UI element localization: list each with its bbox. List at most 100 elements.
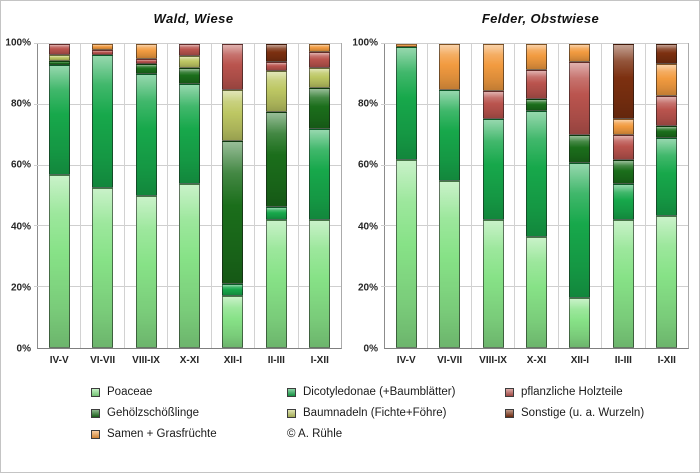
bar-segment-holzteile: [222, 44, 244, 90]
legend-column: pflanzliche Holzteile Sonstige (u. a. Wur…: [505, 385, 685, 441]
legend-item-baumnadeln: Baumnadeln (Fichte+Föhre): [287, 406, 505, 420]
y-axis-label: 0%: [16, 343, 31, 355]
category-slot: VIII-IX: [125, 44, 169, 366]
category-slot: IV-V: [38, 44, 82, 366]
category-slot: X-XI: [168, 44, 212, 366]
y-axis-label: 80%: [10, 98, 31, 110]
bar-segment-poaceae: [222, 296, 244, 348]
legend-swatch-samen: [91, 429, 100, 439]
gridline: [34, 43, 341, 44]
stacked-bar-viii-ix: [135, 44, 157, 348]
bar-segment-poaceae: [265, 220, 287, 348]
y-axis-label: 100%: [352, 37, 378, 49]
legend-column: Dicotyledonae (+Baumblätter) Baumnadeln (…: [287, 385, 505, 441]
bar-segment-holzteile: [265, 62, 287, 72]
credit-text: © A. Rühle: [287, 428, 343, 440]
bar-segment-gehoelzschoesslinge: [309, 88, 331, 130]
stacked-bar-viii-ix: [482, 44, 504, 348]
bar-segment-dicotyledonae: [612, 183, 634, 221]
legend-swatch-baumnadeln: [287, 408, 296, 418]
x-axis-label: IV-V: [49, 355, 69, 366]
legend-swatch-dicotyledonae: [287, 387, 296, 397]
bar-segment-baumnadeln: [265, 71, 287, 113]
plot-area: IV-V VI-VII VIII-IX X-XI XII-I II-III I-XII: [381, 43, 689, 366]
bar-segment-gehoelzschoesslinge: [135, 63, 157, 75]
stacked-bar-vi-vii: [92, 44, 114, 348]
legend-label: pflanzliche Holzteile: [521, 386, 623, 398]
x-axis-label: VIII-IX: [132, 355, 160, 366]
bar-segment-samen: [656, 63, 678, 96]
x-axis-label: I-XII: [310, 355, 329, 366]
bar-segment-baumnadeln: [48, 54, 70, 61]
charts-row: Wald, Wiese 0% 20% 40% 60% 80% 100% IV-V VI-VI…: [3, 7, 697, 366]
y-axis: 0% 20% 40% 60% 80% 100%: [3, 38, 37, 355]
bar-segment-samen: [309, 44, 331, 52]
legend-swatch-poaceae: [91, 387, 100, 397]
category-slot: IV-V: [385, 44, 429, 366]
bar-segment-dicotyledonae: [222, 284, 244, 297]
category-slot: II-III: [255, 44, 299, 366]
legend-swatch-holzteile: [505, 387, 514, 397]
stacked-bar-xii-i: [569, 44, 591, 348]
category-slot: VI-VII: [81, 44, 125, 366]
y-axis-label: 60%: [10, 159, 31, 171]
bar-segment-gehoelzschoesslinge: [48, 60, 70, 66]
legend-item-sonstige: Sonstige (u. a. Wurzeln): [505, 406, 685, 420]
plot-area: IV-V VI-VII VIII-IX X-XI XII-I II-III I-XII: [34, 43, 342, 366]
bar-segment-dicotyledonae: [265, 206, 287, 221]
stacked-bar-vi-vii: [439, 44, 461, 348]
bar-segment-dicotyledonae: [482, 118, 504, 221]
chart-title: Wald, Wiese: [153, 11, 234, 26]
y-axis-label: 80%: [357, 98, 378, 110]
legend-label: Gehölzschößlinge: [107, 407, 200, 419]
bar-segment-dicotyledonae: [135, 74, 157, 196]
x-axis-label: VI-VII: [90, 355, 116, 366]
bar-segment-holzteile: [569, 62, 591, 136]
bar-segment-samen: [482, 44, 504, 92]
plot-wrap: 0% 20% 40% 60% 80% 100% IV-V VI-VII VIII-IX X-XI…: [350, 38, 697, 366]
bar-segment-sonstige: [612, 44, 634, 119]
bar-segment-samen: [612, 118, 634, 136]
x-axis-label: VI-VII: [437, 355, 463, 366]
gridline: [381, 43, 688, 44]
x-axis-label: II-III: [614, 355, 632, 366]
bar-segment-baumnadeln: [178, 56, 200, 69]
bar-segment-dicotyledonae: [525, 110, 547, 238]
bar-segment-poaceae: [178, 183, 200, 348]
x-axis-label: X-XI: [179, 355, 200, 366]
legend-item-holzteile: pflanzliche Holzteile: [505, 385, 685, 399]
bar-segment-holzteile: [309, 51, 331, 69]
bar-segment-dicotyledonae: [178, 83, 200, 184]
bar-segment-samen: [92, 44, 114, 51]
chart-title: Felder, Obstwiese: [481, 11, 600, 26]
bar-segment-baumnadeln: [222, 89, 244, 142]
x-axis-label: X-XI: [526, 355, 547, 366]
bar-segment-samen: [395, 44, 417, 48]
bar-segment-poaceae: [525, 237, 547, 348]
y-axis: 0% 20% 40% 60% 80% 100%: [350, 38, 384, 355]
bar-segment-gehoelzschoesslinge: [656, 126, 678, 139]
x-axis-label: VIII-IX: [479, 355, 507, 366]
category-slot: I-XII: [646, 44, 688, 366]
bar-segment-holzteile: [48, 44, 70, 55]
chart-panel-felder-obstwiese: Felder, Obstwiese 0% 20% 40% 60% 80% 100% IV-…: [350, 7, 697, 366]
stacked-bar-ii-iii: [265, 44, 287, 348]
bar-segment-poaceae: [48, 174, 70, 348]
legend-item-dicotyledonae: Dicotyledonae (+Baumblätter): [287, 385, 505, 399]
bar-segment-poaceae: [656, 215, 678, 348]
bar-segment-holzteile: [656, 95, 678, 127]
bar-segment-poaceae: [395, 159, 417, 348]
bar-segment-holzteile: [482, 91, 504, 119]
bar-segment-samen: [135, 44, 157, 60]
bar-segment-poaceae: [309, 220, 331, 348]
y-axis-label: 100%: [5, 37, 31, 49]
x-axis-label: II-III: [267, 355, 285, 366]
y-axis-label: 20%: [10, 282, 31, 294]
x-axis-label: XII-I: [223, 355, 243, 366]
category-slot: VI-VII: [428, 44, 472, 366]
y-axis-label: 40%: [10, 221, 31, 233]
bar-segment-poaceae: [92, 188, 114, 348]
category-slot: II-III: [602, 44, 646, 366]
bar-segment-holzteile: [135, 59, 157, 64]
